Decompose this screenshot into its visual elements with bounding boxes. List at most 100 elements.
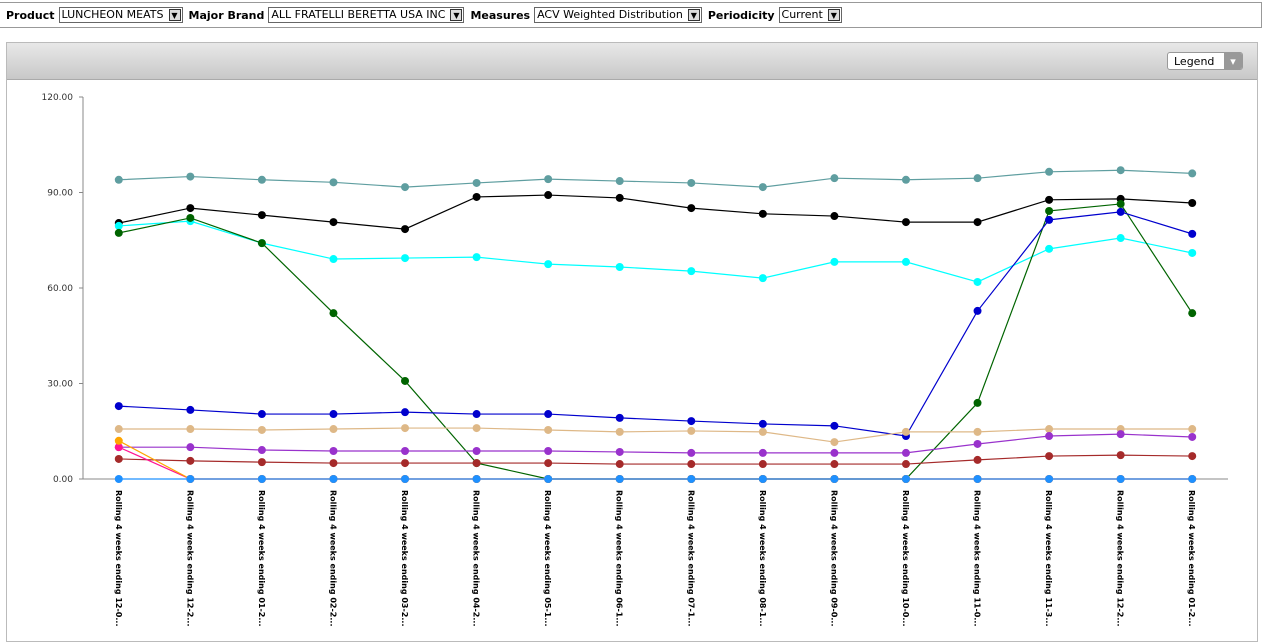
data-point [615, 262, 624, 271]
data-point [830, 475, 839, 483]
data-point [186, 443, 195, 452]
data-point [1116, 166, 1125, 175]
filter-select[interactable]: ALL FRATELLI BERETTA USA INC [268, 7, 465, 23]
data-point [544, 459, 553, 468]
data-point [472, 459, 481, 468]
data-point [186, 425, 195, 434]
data-point [401, 446, 410, 455]
series-line [118, 220, 1193, 283]
data-point [901, 218, 910, 227]
data-point [687, 417, 696, 426]
data-point [114, 175, 123, 184]
x-tick-label: Rolling 4 weeks ending 04-2... [472, 490, 481, 626]
data-point [257, 425, 266, 434]
data-point [329, 255, 338, 264]
filter-select[interactable]: ACV Weighted Distribution [534, 7, 702, 23]
data-point [1188, 248, 1197, 257]
data-point [114, 425, 123, 434]
series-line [118, 194, 1193, 230]
data-point [329, 218, 338, 227]
data-point [1188, 199, 1197, 208]
data-point [615, 427, 624, 436]
data-point [1045, 432, 1054, 441]
data-point [615, 475, 624, 483]
data-point [257, 475, 266, 483]
data-point [114, 475, 123, 483]
data-point [257, 175, 266, 184]
data-point [114, 443, 123, 452]
data-point [544, 410, 553, 419]
x-tick-label: Rolling 4 weeks ending 06-1... [615, 490, 624, 626]
x-tick-label: Rolling 4 weeks ending 12-0... [114, 490, 123, 626]
data-point [758, 460, 767, 469]
data-point [758, 419, 767, 428]
filter-label: Measures [470, 8, 531, 22]
x-tick-label: Rolling 4 weeks ending 01-2... [1187, 490, 1196, 626]
data-point [472, 446, 481, 455]
data-point [615, 193, 624, 202]
data-point [973, 277, 982, 286]
data-point [758, 475, 767, 483]
series-line [118, 169, 1193, 188]
data-point [257, 458, 266, 467]
data-point [114, 454, 123, 463]
data-point [973, 475, 982, 483]
data-point [401, 424, 410, 433]
data-point [544, 191, 553, 200]
data-point [329, 410, 338, 419]
data-point [401, 376, 410, 385]
data-point [329, 459, 338, 468]
data-point [114, 402, 123, 411]
data-point [329, 475, 338, 483]
data-point [257, 410, 266, 419]
data-point [257, 239, 266, 248]
data-point [544, 175, 553, 184]
data-point [401, 475, 410, 483]
y-tick-label: 120.00 [42, 93, 74, 103]
data-point [830, 448, 839, 457]
data-point [114, 221, 123, 230]
data-point [1045, 167, 1054, 176]
data-point [973, 439, 982, 448]
data-point [687, 448, 696, 457]
data-point [687, 475, 696, 483]
data-point [758, 448, 767, 457]
data-point [401, 225, 410, 234]
data-point [186, 456, 195, 465]
y-tick-label: 0.00 [53, 475, 73, 485]
data-point [1188, 432, 1197, 441]
data-point [973, 398, 982, 407]
data-point [973, 174, 982, 183]
filter-select[interactable]: LUNCHEON MEATS [58, 7, 183, 23]
data-point [544, 425, 553, 434]
x-tick-label: Rolling 4 weeks ending 11-3... [1044, 490, 1053, 626]
data-point [758, 427, 767, 436]
data-point [329, 309, 338, 318]
legend-dropdown[interactable]: Legend [1167, 52, 1243, 70]
x-tick-label: Rolling 4 weeks ending 05-1... [543, 490, 552, 626]
data-point [329, 178, 338, 187]
data-point [1188, 169, 1197, 178]
series-line [118, 440, 1193, 480]
data-point [1045, 206, 1054, 215]
data-point [472, 192, 481, 201]
filter-select[interactable]: Current [778, 7, 842, 23]
data-point [615, 447, 624, 456]
data-point [544, 446, 553, 455]
x-tick-label: Rolling 4 weeks ending 11-0... [973, 490, 982, 626]
data-point [1116, 430, 1125, 439]
data-point [1188, 425, 1197, 434]
data-point [257, 446, 266, 455]
x-tick-label: Rolling 4 weeks ending 07-1... [686, 490, 695, 626]
series-line [118, 427, 1193, 443]
y-tick-label: 60.00 [47, 284, 73, 294]
filter-label: Major Brand [188, 8, 265, 22]
data-point [830, 460, 839, 469]
data-point [1045, 452, 1054, 461]
data-point [1045, 195, 1054, 204]
data-point [186, 204, 195, 213]
data-point [687, 178, 696, 187]
